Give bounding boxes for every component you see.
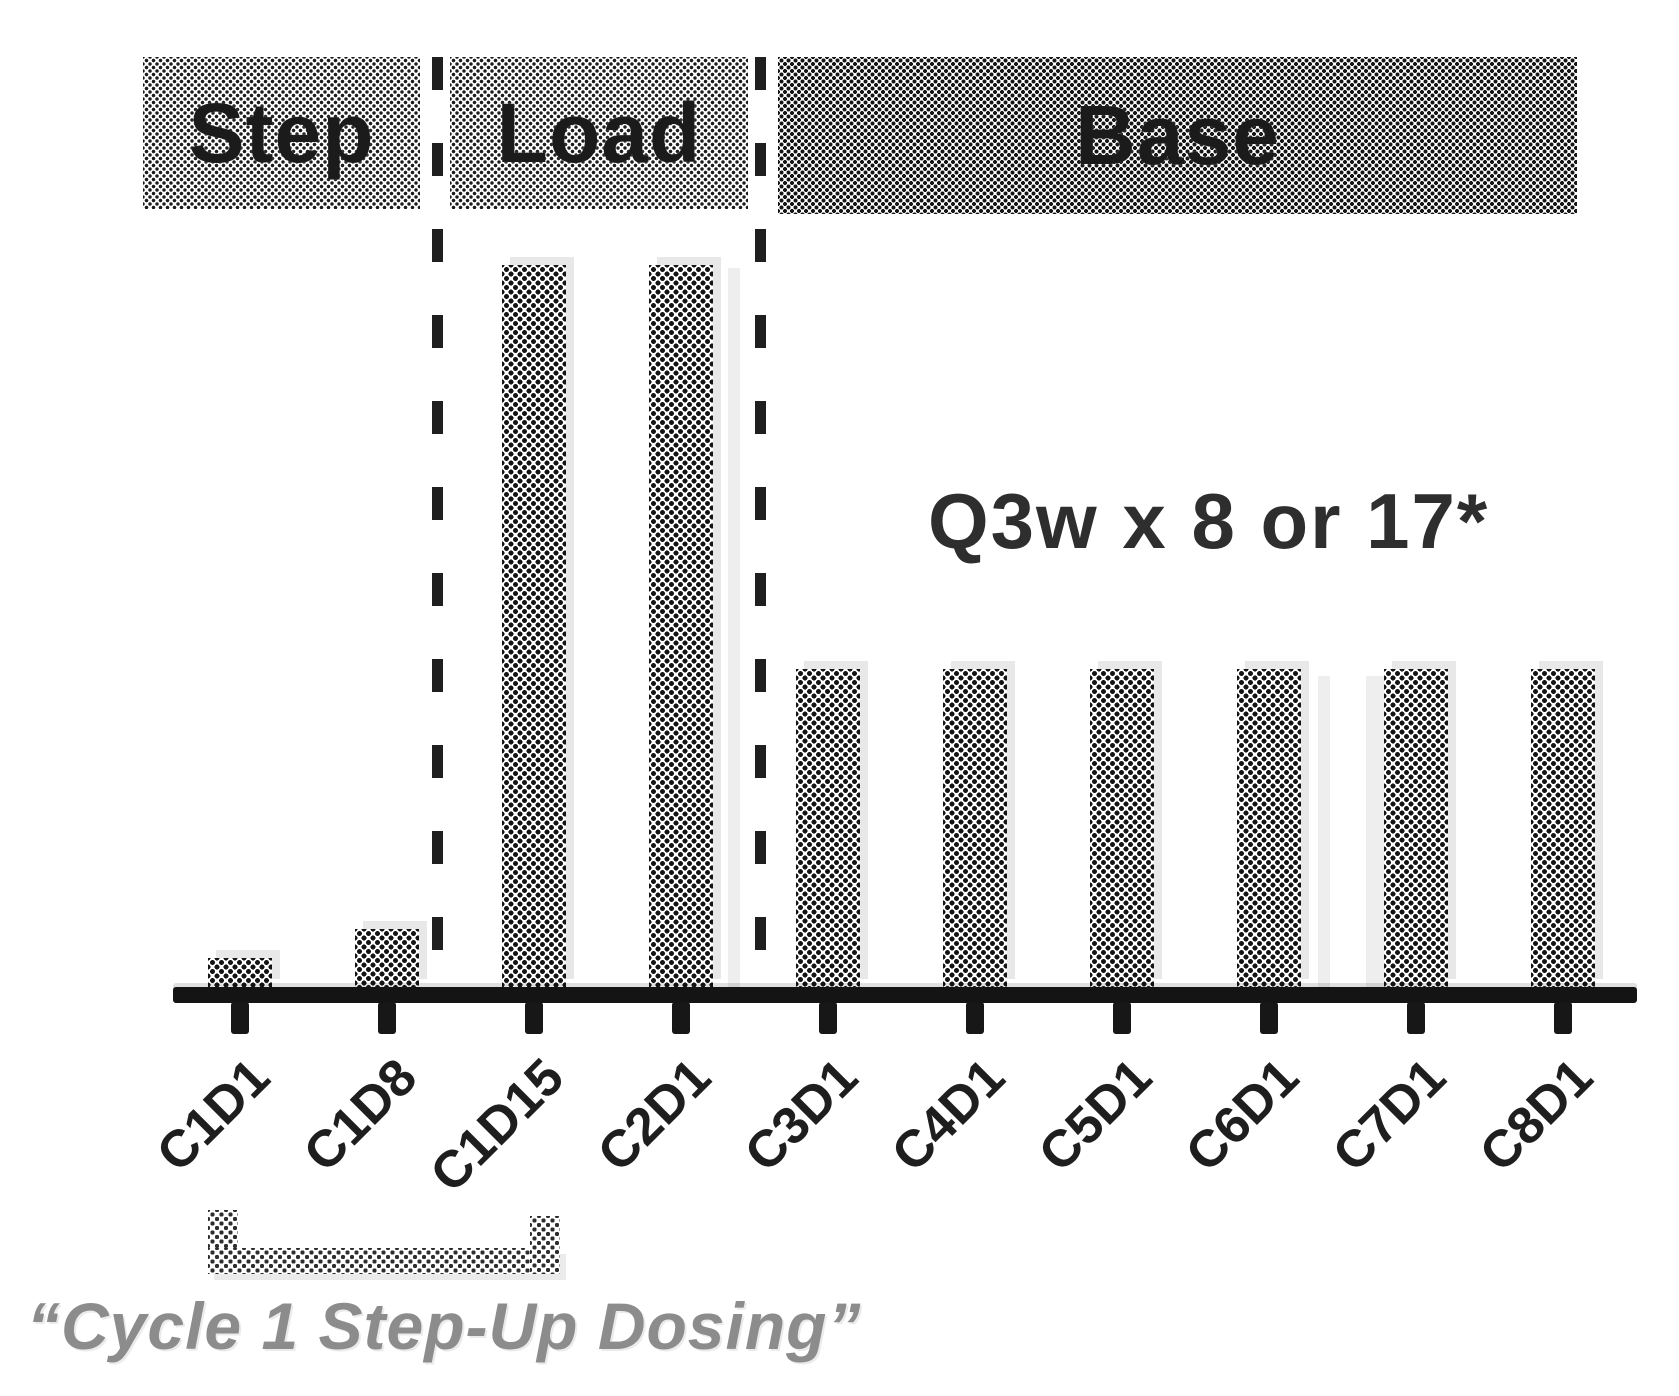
x-axis-tick-C7D1: [1407, 1002, 1425, 1034]
bar-C1D1: [208, 958, 272, 987]
phase-separator-load-base: [755, 57, 766, 987]
bar-C1D8: [355, 929, 419, 987]
x-axis-tick-C1D8: [378, 1002, 396, 1034]
phase-separator-step-load: [432, 57, 443, 987]
phase-band-base: Base: [778, 57, 1577, 214]
bar-C6D1: [1237, 669, 1301, 987]
scan-ghost: [1366, 676, 1386, 996]
phase-band-load: Load: [450, 57, 748, 209]
x-axis-tick-C1D1: [231, 1002, 249, 1034]
step-up-bracket-right-arm: [530, 1216, 560, 1274]
x-axis-tick-C4D1: [966, 1002, 984, 1034]
phase-band-step: Step: [143, 57, 420, 209]
x-axis-tick-C2D1: [672, 1002, 690, 1034]
bar-C1D15: [502, 265, 566, 987]
step-up-bracket-bottom: [208, 1248, 560, 1274]
scan-ghost: [1318, 676, 1330, 996]
bar-C4D1: [943, 669, 1007, 987]
scan-ghost: [728, 268, 740, 990]
x-axis-tick-C3D1: [819, 1002, 837, 1034]
bar-C8D1: [1531, 669, 1595, 987]
phase-band-base-label: Base: [1075, 88, 1280, 182]
phase-band-step-label: Step: [188, 85, 375, 180]
x-axis-tick-C6D1: [1260, 1002, 1278, 1034]
x-axis-tick-C8D1: [1554, 1002, 1572, 1034]
bar-C7D1: [1384, 669, 1448, 987]
x-axis-tick-C5D1: [1113, 1002, 1131, 1034]
bar-C2D1: [649, 265, 713, 987]
x-axis-tick-C1D15: [525, 1002, 543, 1034]
phase-band-load-label: Load: [496, 85, 702, 180]
bar-C3D1: [796, 669, 860, 987]
bar-C5D1: [1090, 669, 1154, 987]
figure-caption: “Cycle 1 Step-Up Dosing”: [27, 1289, 862, 1363]
x-axis-line: [173, 987, 1637, 1003]
frequency-annotation: Q3w x 8 or 17*: [928, 477, 1490, 565]
